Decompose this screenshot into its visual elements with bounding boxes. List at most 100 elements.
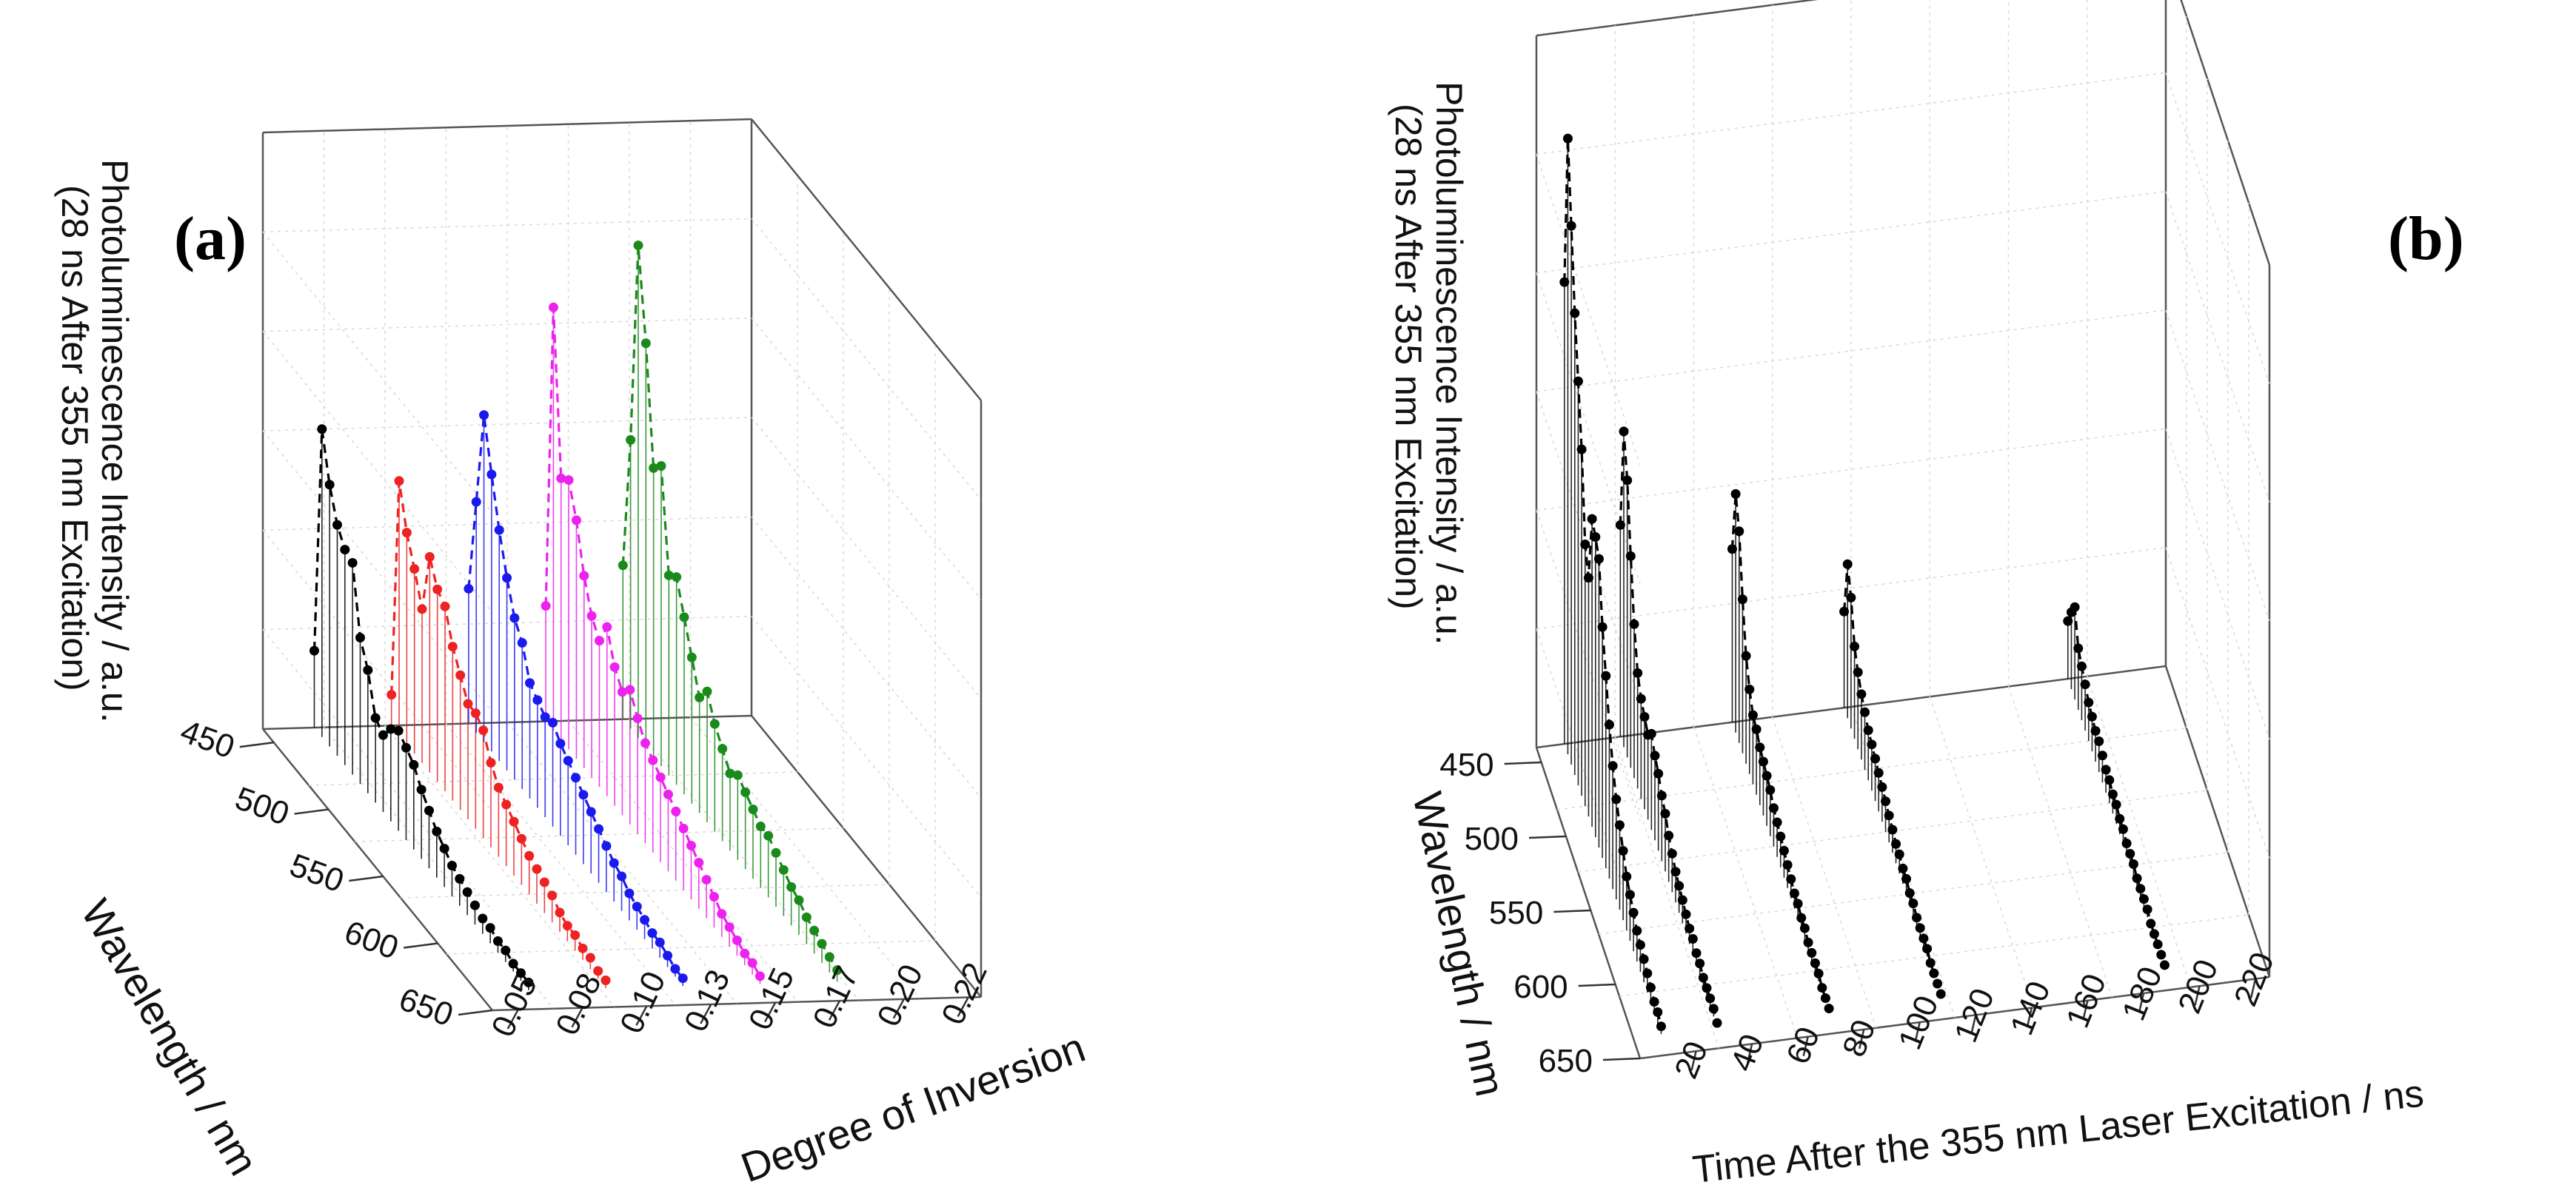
data-point — [2121, 839, 2132, 849]
data-point — [602, 622, 612, 632]
data-point — [2125, 849, 2135, 859]
wavelength-tick-label: 650 — [395, 981, 458, 1033]
wavelength-tick-label: 500 — [1465, 821, 1519, 857]
data-point — [801, 912, 812, 922]
data-point — [678, 823, 689, 833]
series-line — [1843, 564, 1942, 995]
data-point — [2076, 661, 2087, 671]
axis-edge — [751, 715, 982, 998]
data-point — [1918, 933, 1929, 944]
data-point — [1674, 881, 1685, 891]
data-point — [1839, 606, 1850, 617]
x-tick-mark — [1802, 1036, 1809, 1056]
data-point — [416, 785, 426, 795]
x-tick-mark — [1970, 1015, 1977, 1035]
x-tick-label: 0.20 — [870, 959, 930, 1032]
data-point — [1873, 768, 1884, 778]
data-point — [532, 695, 543, 705]
wavelength-tick-mark — [404, 942, 438, 949]
data-point — [709, 892, 719, 902]
data-point — [593, 966, 603, 976]
axis-edge — [2164, 665, 2271, 978]
data-point — [571, 515, 581, 526]
data-point — [547, 890, 558, 901]
data-point — [478, 913, 488, 924]
wavelength-tick-mark — [349, 875, 384, 882]
data-point — [1779, 845, 1789, 856]
x-tick-label: 80 — [1836, 1015, 1883, 1062]
gridline — [2165, 429, 2270, 740]
gridline — [689, 716, 921, 999]
data-point — [394, 476, 404, 486]
data-point — [486, 758, 496, 768]
data-point — [1856, 689, 1867, 699]
gridline — [1577, 790, 2208, 873]
data-point — [424, 805, 434, 816]
data-point — [649, 463, 659, 473]
gridline — [2007, 686, 2113, 998]
wavelength-tick-label: 600 — [1513, 969, 1568, 1005]
series-70-ns — [1727, 488, 1834, 1014]
wavelength-tick-label: 500 — [230, 780, 294, 833]
x-tick-mark — [2082, 1000, 2089, 1021]
x-tick-mark — [2249, 978, 2257, 998]
data-point — [1618, 846, 1628, 856]
data-point — [532, 864, 542, 874]
data-point — [2094, 736, 2104, 747]
panel-b-grid — [1536, 0, 2270, 1049]
data-point — [1632, 926, 1642, 936]
data-point — [1615, 520, 1625, 530]
data-point — [600, 976, 611, 986]
data-point — [555, 907, 565, 918]
data-point — [1744, 684, 1755, 694]
data-point — [1636, 694, 1646, 704]
panel-b-wavelength-ticks: 450 500 550 600 650 — [1439, 747, 1641, 1079]
data-point — [1782, 860, 1793, 870]
series-line — [467, 414, 684, 979]
data-point — [647, 928, 658, 939]
data-point — [1799, 923, 1810, 933]
data-point — [1730, 488, 1741, 499]
data-point — [1796, 913, 1807, 923]
panel-a-xlabel: Degree of Inversion — [735, 1024, 1091, 1191]
data-point — [694, 858, 704, 868]
panel-b-zlabel-line2: (28 ns After 355 nm Excitation) — [1388, 104, 1429, 610]
data-point — [409, 564, 420, 574]
data-point — [624, 888, 635, 899]
data-point — [1614, 820, 1625, 830]
data-point — [1573, 376, 1583, 386]
panel-a-zlabel-line2: (28 ns After 355 nm Excitation) — [54, 185, 96, 691]
data-point — [2138, 894, 2149, 904]
gridline — [1693, 727, 1799, 1038]
gridline — [262, 231, 493, 514]
data-point — [2128, 859, 2138, 870]
data-point — [1755, 742, 1765, 753]
gridline — [751, 218, 982, 500]
data-point — [717, 744, 728, 754]
data-point — [817, 939, 827, 949]
x-tick-mark — [764, 1001, 777, 1023]
data-point — [2090, 726, 2101, 736]
data-point — [2115, 813, 2125, 824]
panel-b-axes-frame — [1535, 0, 2271, 1060]
data-point — [492, 936, 503, 947]
data-point — [1793, 899, 1803, 909]
wavelength-tick-mark — [1504, 761, 1542, 765]
gridline — [1619, 914, 2249, 997]
gridline — [751, 318, 982, 600]
series-190-ns — [2063, 602, 2169, 970]
data-point — [1870, 753, 1881, 764]
data-point — [732, 935, 742, 945]
data-point — [1727, 544, 1737, 554]
data-point — [1691, 948, 1702, 958]
data-point — [509, 816, 519, 827]
data-point — [1580, 540, 1590, 550]
data-point — [2107, 789, 2118, 799]
data-point — [1681, 909, 1691, 919]
gridline — [2165, 191, 2270, 503]
panel-a-inversion-ticks: 0.05 0.08 0.10 0.13 0.15 0.17 0.20 0.22 — [484, 957, 994, 1042]
data-point — [586, 611, 597, 621]
x-tick-label: 120 — [1947, 984, 2001, 1047]
data-point — [701, 875, 712, 885]
